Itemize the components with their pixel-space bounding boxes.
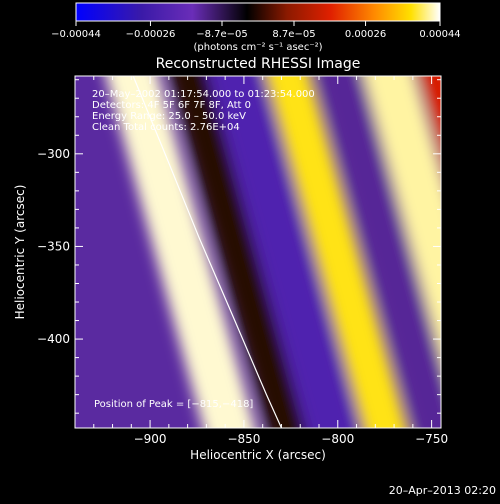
info-line-clean: Clean Total counts: 2.76E+04 [92, 122, 240, 133]
colorbar-tick-label: −8.7e−05 [196, 29, 248, 40]
y-tick-label: −350 [37, 239, 70, 253]
info-line-detectors: Detectors: 4F 5F 6F 7F 8F, Att 0 [92, 100, 251, 111]
x-tick-label: −800 [321, 432, 354, 446]
colorbar-tick-label: −0.00044 [51, 29, 101, 40]
emission-band [169, 76, 305, 428]
peak-position-label: Position of Peak = [−815,−418] [94, 399, 253, 410]
emission-band [363, 76, 441, 359]
solar-limb-curve [132, 76, 283, 428]
x-tick-label: −850 [227, 432, 260, 446]
colorbar-tick-label: 8.7e−05 [272, 29, 315, 40]
plot-frame [74, 75, 442, 429]
emission-band [265, 76, 408, 428]
y-axis-label: Heliocentric Y (arcsec) [13, 185, 27, 320]
colorbar-unit-label: (photons cm⁻² s⁻¹ asec⁻²) [193, 42, 322, 53]
y-axis: −300 −350 −400 [37, 79, 441, 414]
info-line-time: 20–May–2002 01:17:54.000 to 01:23:54.000 [92, 89, 315, 100]
x-axis: −900 −850 −800 −750 [93, 76, 448, 446]
plot-area [75, 76, 441, 428]
colorbar-tick-label: 0.00044 [419, 29, 460, 40]
colorbar-tick-label: −0.00026 [126, 29, 176, 40]
emission-band [316, 76, 441, 428]
emission-band [105, 76, 256, 428]
colorbar [75, 2, 441, 22]
emission-band [209, 76, 359, 428]
colorbar-ticks: −0.00044 −0.00026 −8.7e−05 8.7e−05 0.00026 0.… [51, 21, 461, 40]
y-tick-label: −400 [37, 332, 70, 346]
info-line-energy: Energy Range: 25.0 – 50.0 keV [92, 111, 246, 122]
emission-band [419, 76, 441, 155]
x-tick-label: −750 [415, 432, 448, 446]
colorbar-tick-label: 0.00026 [345, 29, 386, 40]
x-tick-label: −900 [134, 432, 167, 446]
info-block: 20–May–2002 01:17:54.000 to 01:23:54.000… [92, 89, 315, 133]
y-tick-label: −300 [37, 147, 70, 161]
x-axis-label: Heliocentric X (arcsec) [190, 448, 326, 462]
timestamp: 20–Apr–2013 02:20 [389, 484, 496, 497]
chart-title: Reconstructed RHESSI Image [156, 56, 361, 72]
